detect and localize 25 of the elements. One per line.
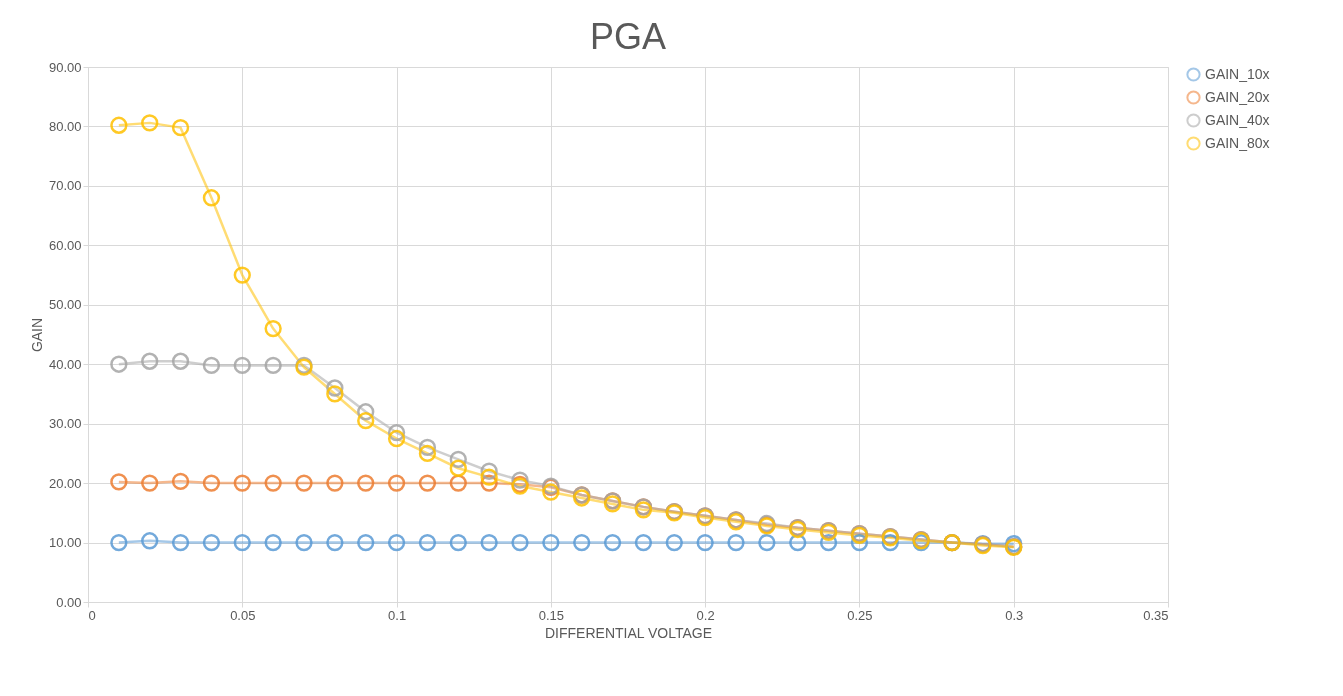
y-tick-label: 60.00 [48,237,82,253]
x-axis-title: DIFFERENTIAL VOLTAGE [545,624,712,641]
y-tick-label: 20.00 [48,475,82,491]
y-tick-label: 50.00 [48,297,82,313]
y-tick-label: 90.00 [48,59,82,75]
y-tick-label: 80.00 [48,118,82,134]
y-tick-label: 10.00 [48,535,82,551]
legend-label: GAIN_40x [1205,111,1270,128]
chart-title: PGA [589,16,667,57]
y-axis-title: GAIN [28,317,45,353]
x-tick-label: 0.1 [388,607,407,623]
x-tick-label: 0.35 [1143,607,1169,623]
x-tick-label: 0 [88,607,96,623]
x-tick-label: 0.05 [230,607,256,623]
x-tick-label: 0.25 [847,607,873,623]
legend-label: GAIN_80x [1205,134,1270,151]
y-tick-label: 30.00 [48,416,82,432]
x-tick-label: 0.3 [1005,607,1024,623]
y-tick-label: 0.00 [56,594,82,610]
y-tick-label: 70.00 [48,178,82,194]
legend-label: GAIN_20x [1205,88,1270,105]
legend-label: GAIN_10x [1205,65,1270,82]
x-tick-label: 0.2 [696,607,715,623]
x-tick-label: 0.15 [538,607,565,623]
y-tick-label: 40.00 [48,356,82,372]
